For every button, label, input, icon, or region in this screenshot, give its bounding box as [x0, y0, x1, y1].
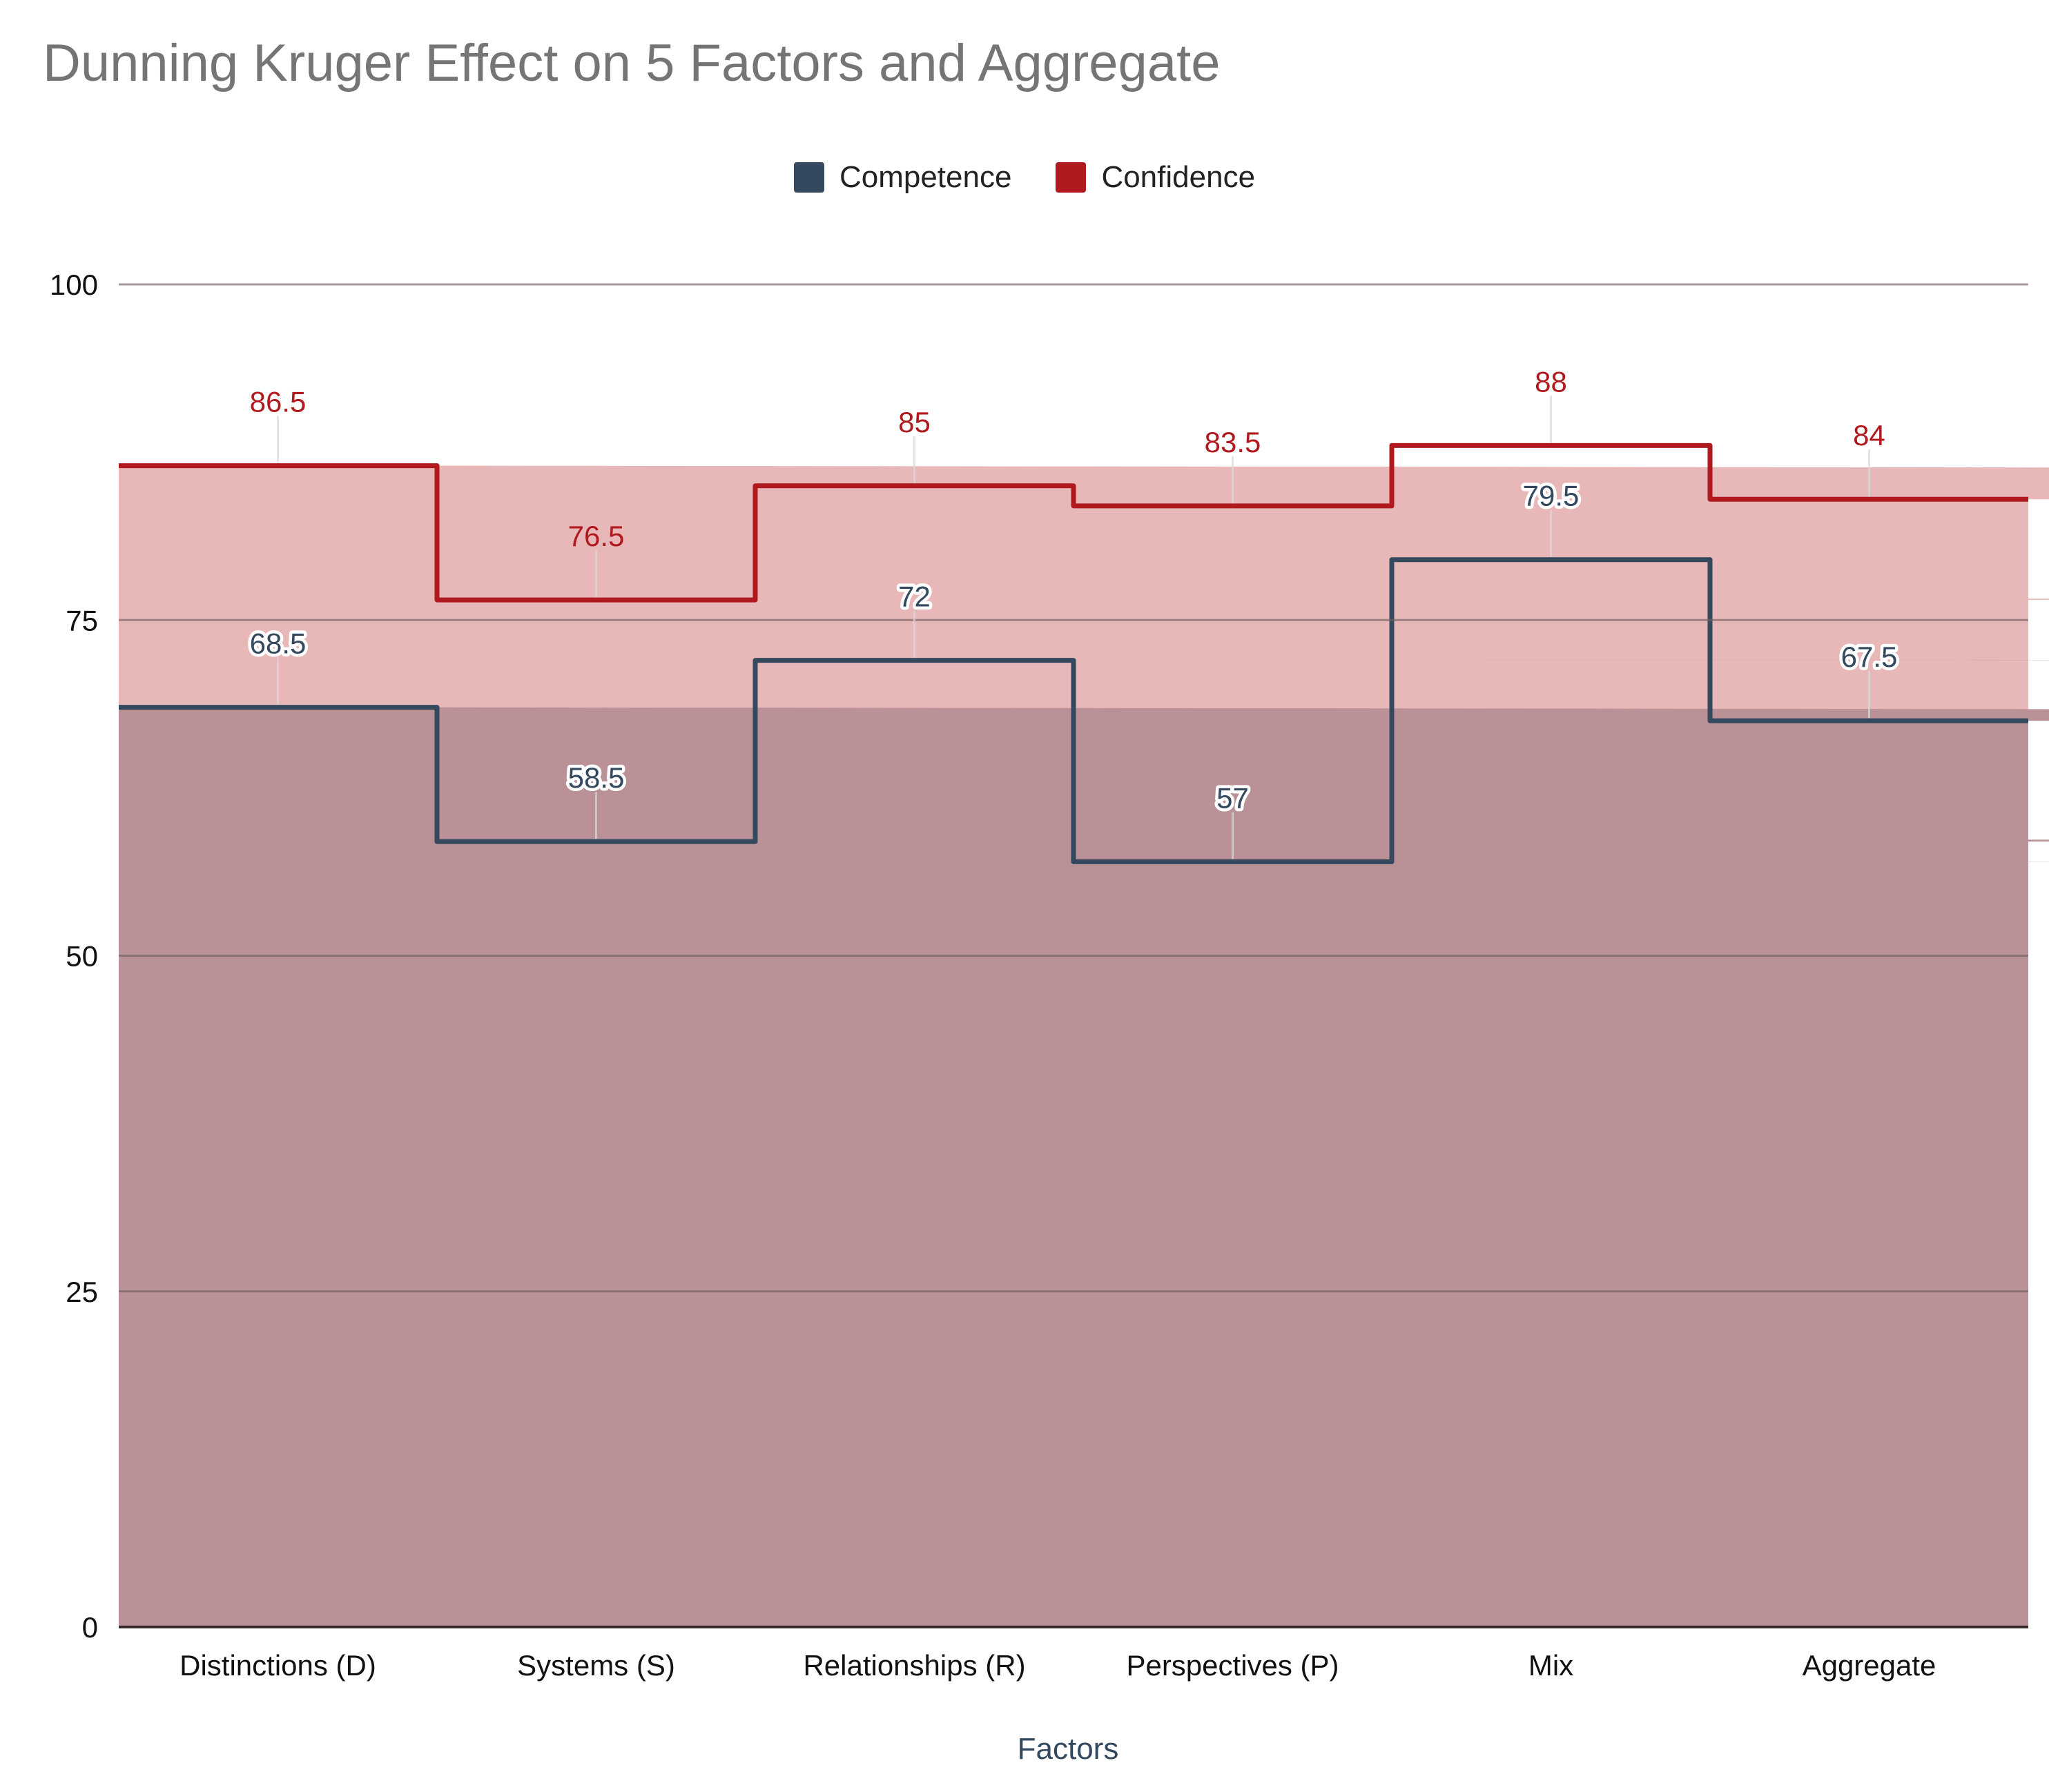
x-tick-label-3: Perspectives (P) — [1126, 1649, 1339, 1682]
legend-item-confidence[interactable]: Confidence — [1056, 160, 1255, 195]
confidence-data-label-1: 76.5 — [568, 520, 625, 552]
confidence-data-label-0: 86.5 — [250, 386, 307, 418]
confidence-data-label-5: 84 — [1853, 419, 1885, 451]
legend-swatch-confidence — [1056, 162, 1087, 193]
data-labels: 86.5 76.5 85 83.5 88 84 68.5 58.5 72 57 79.5 67.5 — [246, 365, 1901, 817]
chart-title: Dunning Kruger Effect on 5 Factors and A… — [43, 34, 1221, 92]
legend-label-competence: Competence — [839, 160, 1012, 194]
confidence-series — [119, 442, 2049, 1627]
confidence-data-label-4: 88 — [1535, 365, 1567, 398]
y-tick-label-50: 50 — [66, 940, 98, 973]
x-tick-label-5: Aggregate — [1803, 1649, 1936, 1682]
x-tick-label-2: Relationships (R) — [803, 1649, 1025, 1682]
competence-data-label-2: 72 — [898, 581, 931, 613]
competence-series — [119, 557, 2049, 1627]
axes: 0 25 50 75 100 Distinctions (D) Systems (S) Rel… — [50, 269, 2028, 1766]
y-tick-label-0: 0 — [82, 1611, 98, 1644]
competence-data-label-0: 68.5 — [250, 627, 307, 660]
legend-item-competence[interactable]: Competence — [793, 160, 1012, 195]
x-axis-title: Factors — [1018, 1732, 1119, 1766]
competence-data-label-4: 79.5 — [1523, 480, 1580, 512]
y-tick-label-25: 25 — [66, 1276, 98, 1308]
y-tick-label-100: 100 — [50, 269, 98, 301]
label-leaders — [277, 396, 1870, 859]
y-tick-label-75: 75 — [66, 604, 98, 636]
x-tick-label-0: Distinctions (D) — [179, 1649, 376, 1682]
x-tick-label-1: Systems (S) — [517, 1649, 675, 1682]
confidence-data-label-3: 83.5 — [1205, 426, 1261, 458]
confidence-line — [119, 442, 2028, 603]
competence-data-label-5: 67.5 — [1841, 641, 1898, 673]
legend-swatch-competence — [793, 162, 824, 193]
competence-data-label-3: 57 — [1216, 781, 1249, 814]
x-tick-label-4: Mix — [1528, 1649, 1573, 1682]
legend: Competence Confidence — [0, 160, 2049, 195]
competence-data-label-1: 58.5 — [568, 761, 625, 794]
legend-label-confidence: Confidence — [1101, 160, 1256, 194]
confidence-data-label-2: 85 — [898, 406, 931, 438]
gridlines — [119, 283, 2028, 1293]
competence-line — [119, 557, 2028, 864]
